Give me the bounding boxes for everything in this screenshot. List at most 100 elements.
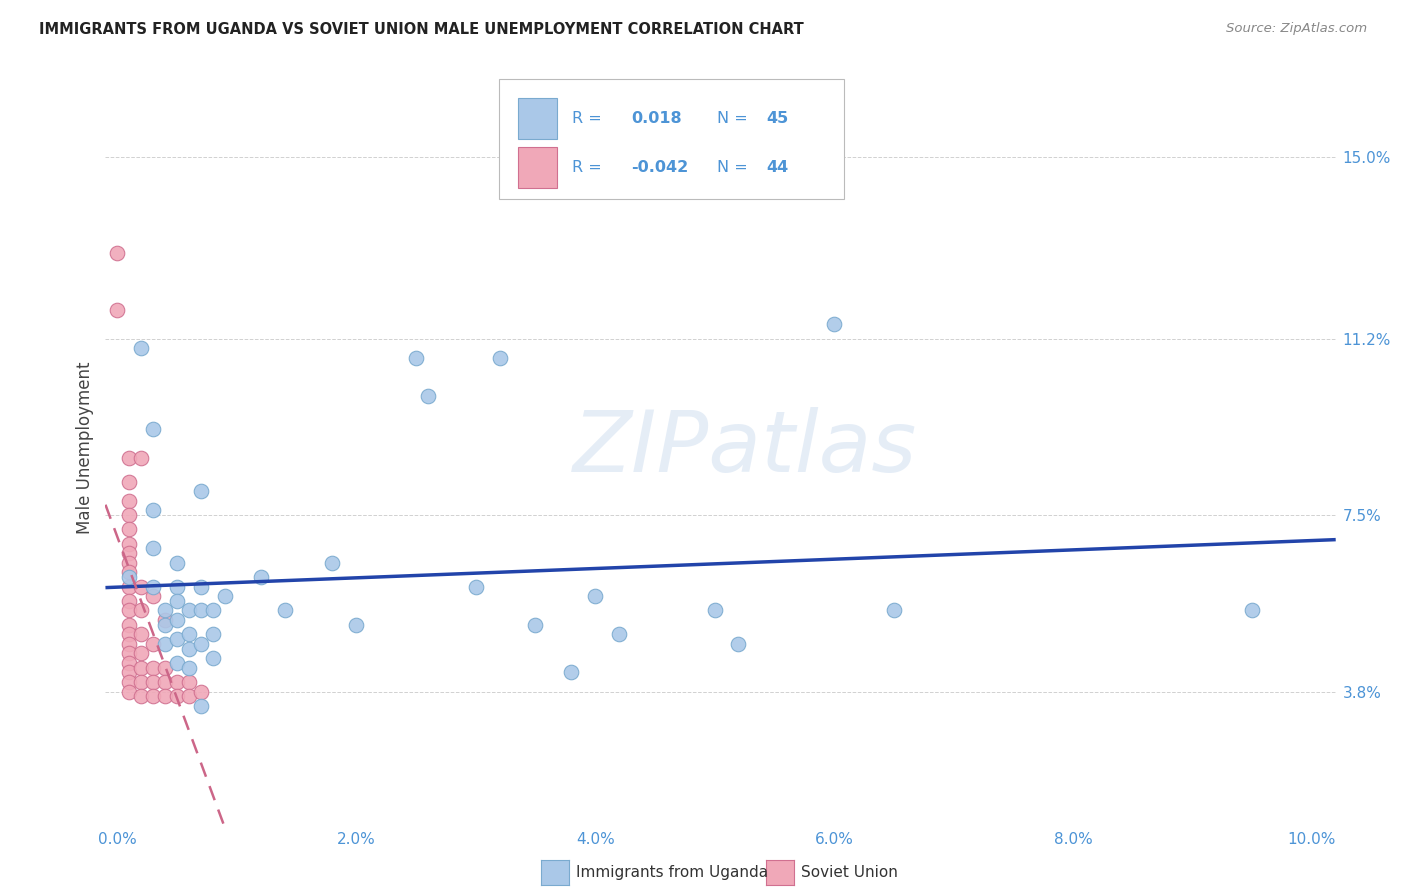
Point — [118, 566, 141, 580]
Point — [129, 580, 152, 594]
Point — [190, 684, 212, 698]
Point — [142, 541, 165, 556]
Point — [118, 508, 141, 522]
Point — [118, 570, 141, 584]
Point — [583, 589, 606, 603]
Point — [177, 661, 200, 675]
Point — [142, 503, 165, 517]
FancyBboxPatch shape — [499, 78, 844, 200]
Text: R =: R = — [572, 111, 602, 126]
Point — [190, 603, 212, 617]
Point — [166, 656, 188, 670]
Point — [823, 317, 845, 331]
Text: -0.042: -0.042 — [631, 160, 688, 175]
Point — [177, 690, 200, 704]
Bar — [517, 98, 557, 139]
Point — [166, 613, 188, 627]
Text: ZIPatlas: ZIPatlas — [574, 407, 917, 490]
Point — [142, 690, 165, 704]
Point — [105, 302, 128, 317]
Point — [118, 617, 141, 632]
Point — [118, 684, 141, 698]
Point — [177, 603, 200, 617]
Text: 0.018: 0.018 — [631, 111, 682, 126]
Point — [129, 341, 152, 355]
Point — [129, 690, 152, 704]
Point — [118, 580, 141, 594]
Point — [190, 698, 212, 713]
Point — [142, 661, 165, 675]
Point — [416, 389, 439, 403]
Point — [142, 422, 165, 436]
Point — [201, 627, 224, 641]
Point — [153, 690, 176, 704]
Text: N =: N = — [717, 111, 748, 126]
Point — [201, 603, 224, 617]
Point — [607, 627, 630, 641]
Text: 44: 44 — [766, 160, 789, 175]
Point — [129, 450, 152, 465]
Point — [118, 546, 141, 560]
Point — [118, 522, 141, 536]
Point — [1241, 603, 1264, 617]
Point — [488, 351, 510, 365]
Point — [105, 245, 128, 260]
Point — [118, 450, 141, 465]
Text: Source: ZipAtlas.com: Source: ZipAtlas.com — [1226, 22, 1367, 36]
Point — [129, 603, 152, 617]
Point — [344, 617, 367, 632]
Point — [118, 675, 141, 690]
Point — [142, 580, 165, 594]
Point — [129, 675, 152, 690]
Point — [153, 637, 176, 651]
Point — [727, 637, 749, 651]
Point — [883, 603, 905, 617]
Point — [118, 646, 141, 660]
Point — [201, 651, 224, 665]
Text: N =: N = — [717, 160, 748, 175]
Point — [190, 484, 212, 499]
Point — [118, 493, 141, 508]
Point — [142, 675, 165, 690]
Point — [214, 589, 236, 603]
Bar — [517, 146, 557, 188]
Point — [166, 675, 188, 690]
Point — [464, 580, 486, 594]
Point — [153, 613, 176, 627]
Point — [142, 637, 165, 651]
Point — [142, 589, 165, 603]
Point — [190, 637, 212, 651]
Point — [118, 603, 141, 617]
Point — [118, 637, 141, 651]
Point — [177, 675, 200, 690]
Point — [524, 617, 547, 632]
Y-axis label: Male Unemployment: Male Unemployment — [76, 362, 94, 534]
Point — [118, 627, 141, 641]
Point — [166, 690, 188, 704]
Text: R =: R = — [572, 160, 602, 175]
Point — [190, 580, 212, 594]
Point — [703, 603, 725, 617]
Point — [129, 627, 152, 641]
Point — [118, 536, 141, 550]
Point — [177, 641, 200, 656]
Point — [118, 665, 141, 680]
Point — [118, 475, 141, 489]
Point — [177, 627, 200, 641]
Point — [118, 594, 141, 608]
Text: Immigrants from Uganda: Immigrants from Uganda — [576, 865, 769, 880]
Point — [166, 632, 188, 646]
Point — [560, 665, 582, 680]
Text: Soviet Union: Soviet Union — [801, 865, 898, 880]
Point — [129, 646, 152, 660]
Point — [249, 570, 271, 584]
Point — [153, 617, 176, 632]
Point — [166, 580, 188, 594]
Point — [273, 603, 295, 617]
Point — [166, 556, 188, 570]
Point — [166, 594, 188, 608]
Point — [118, 556, 141, 570]
Point — [118, 656, 141, 670]
Point — [129, 661, 152, 675]
Point — [405, 351, 427, 365]
